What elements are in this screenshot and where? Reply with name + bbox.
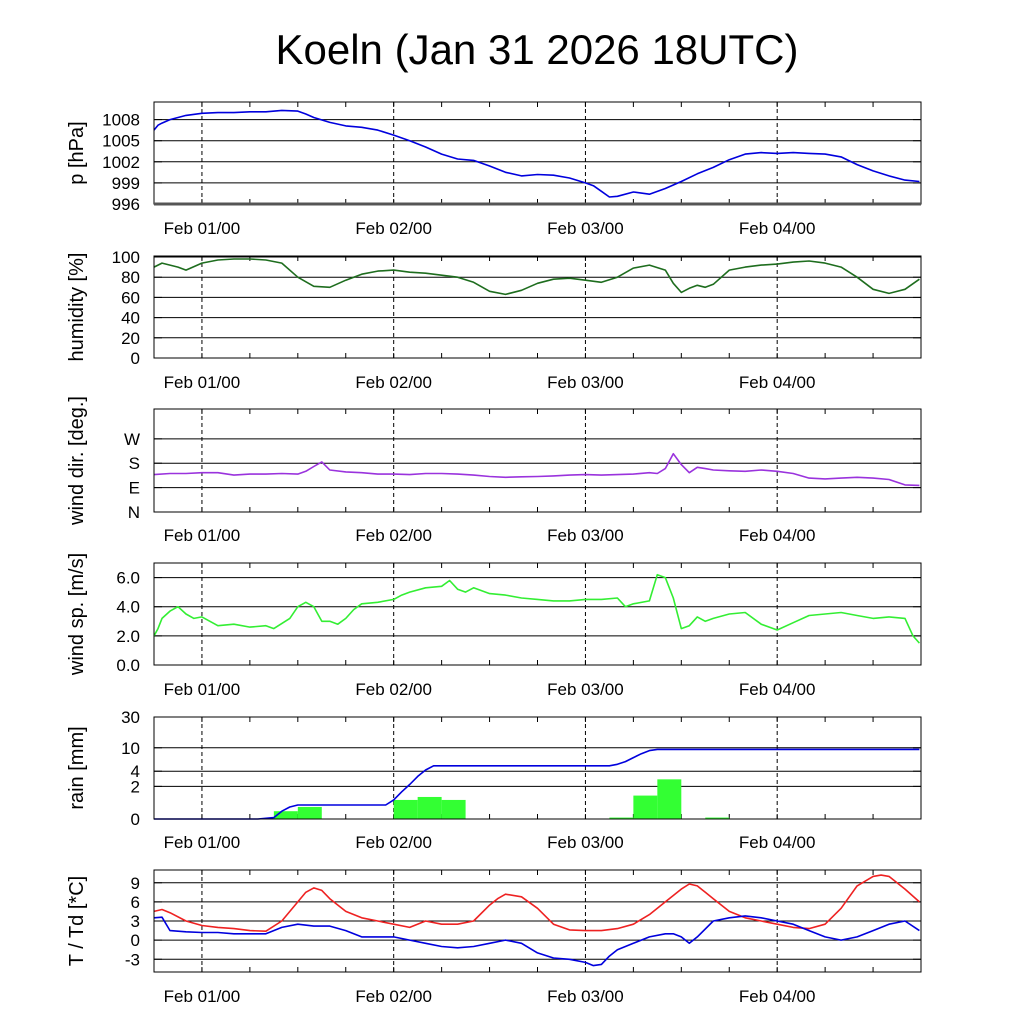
x-tick-label-wind_direction: Feb 02/00 [355, 526, 432, 545]
series-line-wind-speed [153, 573, 920, 644]
rain-bar [633, 795, 658, 819]
y-tick-label-wind_direction: S [129, 454, 140, 473]
chart-title: Koeln (Jan 31 2026 18UTC) [275, 26, 799, 73]
x-tick-label-rain: Feb 03/00 [547, 833, 624, 852]
rain-bar [417, 796, 442, 819]
x-tick-label-humidity: Feb 03/00 [547, 373, 624, 392]
y-tick-label-wind_direction: W [124, 430, 140, 449]
y-tick-label-humidity: 0 [131, 349, 140, 368]
rain-bar [609, 817, 634, 819]
series-line-dew-point [153, 915, 920, 967]
y-tick-label-humidity: 80 [121, 268, 140, 287]
rain-bar [297, 806, 322, 819]
y-tick-label-rain: 2 [131, 777, 140, 796]
panel-frame-wind_direction [153, 408, 922, 513]
y-axis-label-wind_direction: wind dir. [deg.] [66, 396, 88, 526]
y-tick-label-wind_speed: 6.0 [116, 569, 140, 588]
rain-bar [705, 817, 730, 819]
y-tick-label-temperature_dewpoint: 3 [131, 912, 140, 931]
y-tick-label-wind_speed: 0.0 [116, 656, 140, 675]
y-tick-label-pressure: 999 [112, 174, 140, 193]
y-tick-label-pressure: 1005 [102, 132, 140, 151]
rain-bar [393, 799, 418, 819]
y-tick-label-humidity: 40 [121, 309, 140, 328]
series-line-pressure [153, 109, 920, 198]
y-tick-label-temperature_dewpoint: 0 [131, 931, 140, 950]
panel-pressure: 996 999 1002 1005 1008 Feb 01/00 Feb 02/00 Feb … [66, 101, 922, 238]
x-tick-label-pressure: Feb 04/00 [739, 219, 816, 238]
x-tick-label-temperature_dewpoint: Feb 04/00 [739, 987, 816, 1006]
x-tick-label-humidity: Feb 04/00 [739, 373, 816, 392]
x-tick-label-wind_speed: Feb 04/00 [739, 680, 816, 699]
y-tick-label-rain: 4 [131, 762, 140, 781]
x-tick-label-pressure: Feb 02/00 [355, 219, 432, 238]
y-axis-label-pressure: p [hPa] [66, 121, 88, 184]
x-tick-label-humidity: Feb 01/00 [164, 373, 241, 392]
rain-bar [657, 779, 682, 819]
y-tick-label-humidity: 60 [121, 288, 140, 307]
series-line-temperature [153, 874, 920, 933]
y-tick-label-rain: 10 [121, 739, 140, 758]
y-tick-label-pressure: 996 [112, 195, 140, 214]
x-tick-label-humidity: Feb 02/00 [355, 373, 432, 392]
y-tick-label-temperature_dewpoint: 6 [131, 893, 140, 912]
x-tick-label-pressure: Feb 03/00 [547, 219, 624, 238]
y-tick-label-humidity: 20 [121, 329, 140, 348]
y-axis-label-temperature_dewpoint: T / Td [*C] [66, 876, 88, 966]
x-tick-label-temperature_dewpoint: Feb 01/00 [164, 987, 241, 1006]
y-tick-label-wind_direction: N [128, 503, 140, 522]
x-tick-label-wind_direction: Feb 03/00 [547, 526, 624, 545]
panel-rain: 0 24 10 30 Feb 01/00 Feb 02/00 Feb 03/00 Feb 04… [66, 708, 922, 852]
panel-frame-temperature_dewpoint [153, 869, 922, 973]
x-tick-label-wind_direction: Feb 04/00 [739, 526, 816, 545]
x-tick-label-wind_speed: Feb 03/00 [547, 680, 624, 699]
y-tick-label-rain: 0 [131, 810, 140, 829]
x-tick-label-wind_speed: Feb 01/00 [164, 680, 241, 699]
x-tick-label-rain: Feb 01/00 [164, 833, 241, 852]
x-tick-label-rain: Feb 04/00 [739, 833, 816, 852]
y-tick-label-temperature_dewpoint: 9 [131, 874, 140, 893]
y-tick-label-wind_speed: 4.0 [116, 598, 140, 617]
y-tick-label-pressure: 1008 [102, 111, 140, 130]
rain-bar [441, 799, 466, 819]
panel-frame-humidity [153, 255, 922, 359]
y-tick-label-wind_direction: E [129, 479, 140, 498]
x-tick-label-rain: Feb 02/00 [355, 833, 432, 852]
series-line-humidity [153, 258, 920, 296]
y-axis-label-humidity: humidity [%] [66, 253, 88, 362]
x-tick-label-temperature_dewpoint: Feb 02/00 [355, 987, 432, 1006]
y-tick-label-pressure: 1002 [102, 153, 140, 172]
y-tick-label-humidity: 100 [112, 248, 140, 267]
rain-bar [273, 811, 298, 819]
panel-wind_speed: 0.0 2.0 4.0 6.0 Feb 01/00 Feb 02/00 Feb 03/00 F… [66, 553, 922, 699]
panel-frame-wind_speed [153, 562, 922, 666]
panel-frame-rain [153, 716, 922, 820]
y-tick-label-rain: 30 [121, 708, 140, 727]
series-line-accumulated-rain [154, 748, 920, 820]
x-tick-label-temperature_dewpoint: Feb 03/00 [547, 987, 624, 1006]
y-tick-label-wind_speed: 2.0 [116, 627, 140, 646]
y-axis-label-rain: rain [mm] [66, 726, 88, 809]
x-tick-label-wind_direction: Feb 01/00 [164, 526, 241, 545]
y-axis-label-wind_speed: wind sp. [m/s] [66, 553, 88, 676]
x-tick-label-pressure: Feb 01/00 [164, 219, 241, 238]
x-tick-label-wind_speed: Feb 02/00 [355, 680, 432, 699]
series-line-wind-direction [153, 452, 920, 487]
y-tick-label-temperature_dewpoint: -3 [125, 950, 140, 969]
